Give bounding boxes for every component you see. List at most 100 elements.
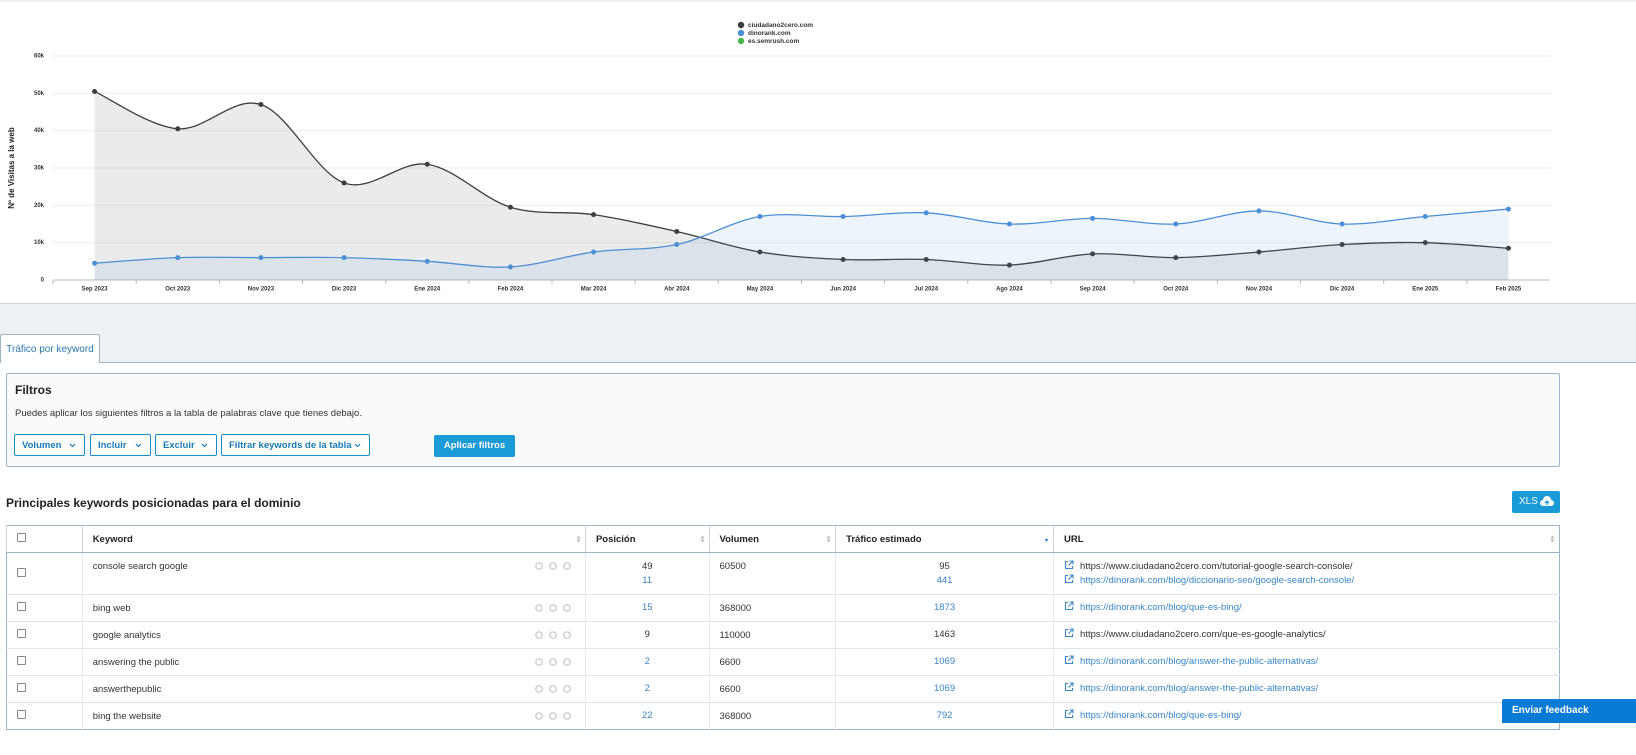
- row-icon: [535, 711, 543, 720]
- cell: https://dinorank.com/blog/answer-the-pub…: [1053, 675, 1560, 703]
- tab[interactable]: Tráfico por keyword: [0, 334, 100, 363]
- data-point: [674, 228, 680, 234]
- link-glyph: [1064, 682, 1074, 692]
- cell: bing web: [81, 594, 586, 622]
- series-line: [94, 208, 1509, 268]
- data-point: [1256, 208, 1262, 214]
- y-axis-label: Nº de Visitas a la web: [7, 127, 16, 209]
- table-row: bing the website 22 368000 792 https://dinor…: [6, 702, 1560, 730]
- x-tick-label: Dic 2024: [1330, 287, 1355, 293]
- x-tick-label: Mar 2024: [581, 287, 607, 293]
- url-link[interactable]: https://dinorank.com/blog/answer-the-pub…: [1080, 683, 1319, 694]
- traffic: 1069: [933, 656, 956, 667]
- cell: answerthepublic: [81, 675, 586, 703]
- sort-icon: [700, 535, 705, 543]
- cell: 2: [584, 675, 710, 703]
- header-cell[interactable]: Volumen: [708, 525, 836, 553]
- row-icon: [535, 657, 543, 666]
- dropdown[interactable]: Volumen: [14, 434, 85, 456]
- url-link[interactable]: https://www.ciudadano2cero.com/tutorial-…: [1080, 560, 1353, 572]
- checkbox[interactable]: [17, 533, 26, 542]
- x-tick-label: Oct 2024: [1163, 287, 1189, 293]
- dropdown-label: Incluir: [98, 440, 127, 451]
- sort-icon: [576, 535, 581, 543]
- x-tick-label: Sep 2023: [82, 287, 109, 293]
- cell: 22: [584, 702, 710, 730]
- legend-label: dinorank.com: [748, 30, 791, 37]
- dropdown-label: Volumen: [22, 440, 62, 451]
- checkbox[interactable]: [17, 656, 26, 665]
- position: 2: [644, 656, 650, 667]
- header-cell[interactable]: URL: [1053, 525, 1560, 553]
- cell: https://www.ciudadano2cero.com/que-es-go…: [1053, 621, 1560, 649]
- url-link[interactable]: https://www.ciudadano2cero.com/que-es-go…: [1080, 629, 1326, 640]
- data-point: [507, 204, 513, 210]
- cell: 6600: [708, 648, 836, 676]
- header-cell[interactable]: Keyword: [81, 525, 586, 553]
- cell: 110000: [708, 621, 836, 649]
- chevron: [354, 443, 361, 448]
- link-icon: [1064, 628, 1074, 638]
- dropdown[interactable]: Incluir: [90, 434, 151, 456]
- data-point: [1090, 215, 1096, 221]
- traffic: 441: [936, 574, 953, 586]
- x-tick-label: Abr 2024: [664, 287, 690, 293]
- y-tick-label: 50k: [34, 91, 45, 97]
- keyword: answerthepublic: [92, 683, 162, 695]
- checkbox[interactable]: [17, 710, 26, 719]
- link-icon: [1064, 559, 1074, 569]
- apply-button[interactable]: Aplicar filtros: [434, 435, 515, 457]
- column-label: Volumen: [719, 533, 759, 545]
- checkbox[interactable]: [17, 567, 26, 577]
- data-point: [258, 102, 264, 108]
- table-row: answering the public 2 6600 1069 https://din…: [6, 648, 1560, 676]
- table-row: console search google 49 11 60500 95 441 https…: [6, 552, 1560, 595]
- link-glyph: [1064, 601, 1074, 611]
- dropdown-label: Filtrar keywords de la tabla: [229, 440, 352, 451]
- table-row: bing web 15 368000 1873 https://dinorank.com…: [6, 594, 1560, 622]
- feedback-button[interactable]: Enviar feedback: [1502, 699, 1636, 723]
- series-line: [94, 90, 1509, 266]
- data-point: [1339, 242, 1345, 248]
- cell: 6600: [708, 675, 836, 703]
- url-line: https://www.ciudadano2cero.com/tutorial-…: [1064, 559, 1549, 574]
- cell: 368000: [708, 702, 836, 730]
- data-point: [258, 255, 264, 261]
- dropdown[interactable]: Excluir: [155, 434, 217, 456]
- checkbox[interactable]: [17, 683, 26, 692]
- row-icons: [535, 657, 571, 666]
- x-tick-label: Ene 2024: [414, 287, 441, 293]
- export-button[interactable]: XLS: [1512, 491, 1560, 513]
- cloud-icon: [1540, 496, 1554, 506]
- link-icon: [1064, 601, 1074, 611]
- keyword: console search google: [92, 561, 188, 572]
- url-link[interactable]: https://dinorank.com/blog/que-es-bing/: [1080, 710, 1242, 721]
- checkbox[interactable]: [17, 629, 26, 638]
- tab-bar: [0, 303, 1636, 363]
- y-tick-label: 60k: [34, 54, 45, 60]
- position: 49: [641, 560, 653, 572]
- header-row: Keyword Posición Volumen Tráfico estimado UR…: [6, 525, 1560, 553]
- url-link[interactable]: https://dinorank.com/blog/que-es-bing/: [1080, 602, 1242, 613]
- url-line: https://dinorank.com/blog/diccionario-se…: [1064, 573, 1549, 588]
- data-point: [92, 88, 98, 94]
- data-point: [1422, 214, 1428, 220]
- dropdown[interactable]: Filtrar keywords de la tabla: [221, 434, 370, 456]
- sort-icon: [1044, 539, 1049, 542]
- cell: [6, 648, 83, 676]
- data-point: [175, 126, 181, 132]
- x-tick-label: Oct 2023: [165, 287, 191, 293]
- row-icon: [563, 657, 571, 666]
- header-cell[interactable]: Posición: [584, 525, 710, 553]
- url-link[interactable]: https://dinorank.com/blog/diccionario-se…: [1080, 574, 1355, 586]
- position: 9: [644, 629, 650, 640]
- cell: 95 441: [835, 552, 1054, 595]
- header-cell[interactable]: Tráfico estimado: [835, 525, 1054, 553]
- row-icon: [563, 562, 571, 570]
- chevron-icon: [135, 443, 142, 448]
- checkbox[interactable]: [17, 602, 26, 611]
- url-line: https://www.ciudadano2cero.com/que-es-go…: [1064, 628, 1549, 642]
- url-link[interactable]: https://dinorank.com/blog/answer-the-pub…: [1080, 656, 1319, 667]
- data-point: [175, 255, 181, 261]
